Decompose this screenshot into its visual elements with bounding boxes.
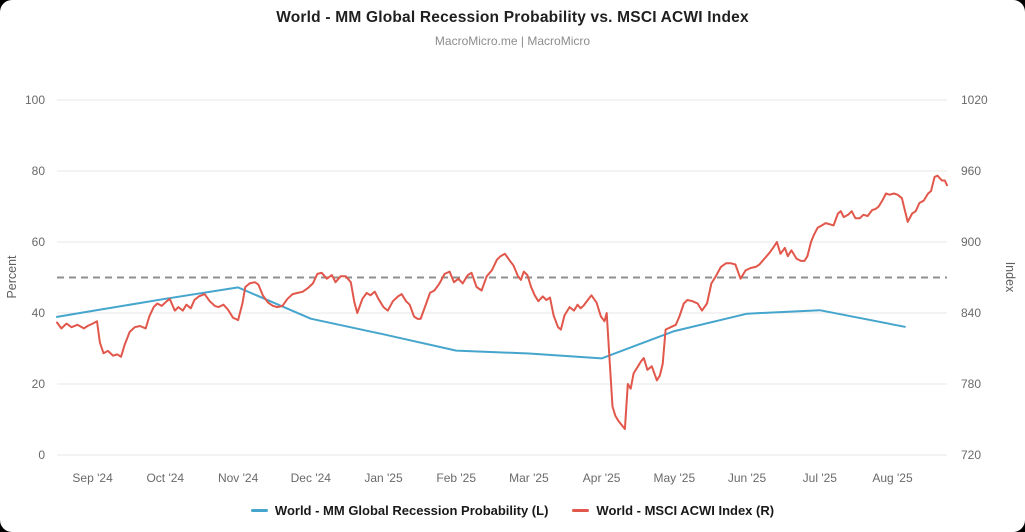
svg-text:Jan '25: Jan '25 (364, 471, 403, 485)
series-line-recession-probability[interactable] (56, 286, 906, 360)
legend-label-right: World - MSCI ACWI Index (R) (596, 503, 775, 518)
svg-text:40: 40 (32, 306, 46, 320)
page-title: World - MM Global Recession Probability … (276, 9, 749, 26)
svg-text:100: 100 (25, 93, 45, 107)
svg-text:Apr '25: Apr '25 (583, 471, 621, 485)
chart-source: MacroMicro.me | MacroMicro (434, 34, 591, 48)
y-axis-left-title: Percent (5, 255, 19, 299)
legend-item-recession-probability[interactable]: World - MM Global Recession Probability … (250, 503, 549, 518)
svg-text:80: 80 (32, 164, 46, 178)
svg-text:Jun '25: Jun '25 (728, 471, 767, 485)
svg-text:Nov '24: Nov '24 (218, 471, 259, 485)
gridlines (57, 99, 947, 456)
svg-text:Feb '25: Feb '25 (436, 471, 476, 485)
svg-text:Oct '24: Oct '24 (146, 471, 184, 485)
y-axis-right-title: Index (1003, 262, 1017, 293)
legend: World - MM Global Recession Probability … (0, 503, 1025, 518)
svg-text:Sep '24: Sep '24 (72, 471, 113, 485)
svg-text:Aug '25: Aug '25 (872, 471, 913, 485)
y-axis-right-labels: 720 780 840 900 960 1020 (961, 93, 988, 462)
x-axis-labels: Sep '24 Oct '24 Nov '24 Dec '24 Jan '25 Feb '… (72, 471, 913, 485)
svg-text:20: 20 (32, 377, 46, 391)
svg-text:May '25: May '25 (653, 471, 695, 485)
svg-text:720: 720 (961, 448, 981, 462)
legend-item-msci-acwi[interactable]: World - MSCI ACWI Index (R) (572, 503, 774, 518)
y-axis-left-labels: 0 20 40 60 80 100 (25, 93, 45, 462)
svg-text:Dec '24: Dec '24 (291, 471, 332, 485)
svg-text:900: 900 (961, 235, 981, 249)
svg-text:0: 0 (38, 448, 45, 462)
svg-text:1020: 1020 (961, 93, 988, 107)
svg-text:Mar '25: Mar '25 (509, 471, 549, 485)
series-line-msci-acwi[interactable] (56, 174, 948, 430)
svg-text:960: 960 (961, 164, 981, 178)
svg-text:840: 840 (961, 306, 981, 320)
legend-swatch-left-icon (250, 509, 268, 512)
svg-text:780: 780 (961, 377, 981, 391)
legend-swatch-right-icon (572, 509, 590, 512)
svg-text:Jul '25: Jul '25 (803, 471, 838, 485)
legend-label-left: World - MM Global Recession Probability … (274, 503, 549, 518)
svg-text:60: 60 (32, 235, 46, 249)
